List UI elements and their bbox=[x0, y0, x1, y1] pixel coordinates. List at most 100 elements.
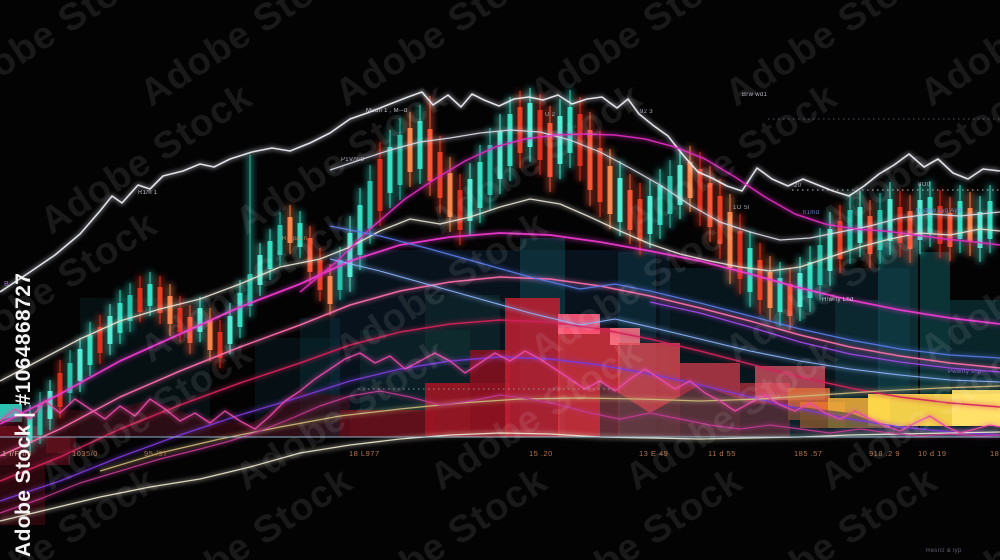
watermark-id-text: Adobe Stock | #1064868727 bbox=[12, 272, 35, 557]
candle-body bbox=[627, 190, 633, 230]
candle-body bbox=[237, 293, 243, 327]
candle-body bbox=[687, 162, 693, 198]
candle-body bbox=[57, 373, 63, 407]
candle-body bbox=[607, 166, 613, 214]
magenta-main bbox=[0, 232, 1000, 425]
candle-body bbox=[87, 335, 93, 365]
candle-body bbox=[227, 316, 233, 344]
candle-body bbox=[907, 211, 913, 249]
candle-body bbox=[287, 217, 293, 243]
candle-body bbox=[557, 116, 563, 164]
magenta-upper bbox=[299, 133, 1000, 293]
candle-body bbox=[377, 159, 383, 211]
pink-band bbox=[0, 276, 1000, 457]
candle-body bbox=[597, 148, 603, 202]
candle-body bbox=[257, 255, 263, 285]
candle-body bbox=[347, 233, 353, 277]
violet-band-right bbox=[649, 301, 1000, 373]
x-axis-label: 1035/0 bbox=[72, 449, 98, 458]
candle-body bbox=[447, 173, 453, 217]
tiny-annotation: P1V/9/9 bbox=[341, 157, 365, 163]
candle-body bbox=[857, 207, 863, 243]
x-axis-label: 15 .20 bbox=[529, 449, 553, 458]
x-axis-label: 18 bbox=[990, 449, 999, 458]
candle-body bbox=[167, 296, 173, 324]
cream-mid-line bbox=[0, 198, 1000, 382]
candle-body bbox=[177, 308, 183, 332]
indicator-band-layer bbox=[0, 91, 1000, 522]
candle-body bbox=[407, 128, 413, 172]
candle-body bbox=[127, 295, 133, 321]
candle-body bbox=[487, 145, 493, 195]
candle-body bbox=[207, 320, 213, 350]
candle-body bbox=[387, 147, 393, 193]
candle-body bbox=[467, 179, 473, 221]
candle-body bbox=[757, 260, 763, 300]
candle-body bbox=[457, 190, 463, 230]
candle-body bbox=[267, 241, 273, 269]
x-axis-label: 13 E 49 bbox=[639, 449, 668, 458]
x-axis-label: 10 d 19 bbox=[918, 449, 947, 458]
candle-body bbox=[417, 121, 423, 169]
tiny-annotation: R-gpa1n bbox=[282, 236, 307, 242]
candle-body bbox=[917, 200, 923, 240]
x-axis-label: 18 L977 bbox=[349, 449, 380, 458]
oscillator-magenta bbox=[0, 350, 1000, 434]
tiny-annotation: H!wrty Lhd bbox=[822, 297, 854, 303]
crimson-band bbox=[0, 319, 1000, 482]
labels-layer: 1 I/F/I/0 1035/0 95 /97 18 L977 15 .20 13 E 4… bbox=[2, 92, 999, 554]
x-axis-label: 918 .2 9 bbox=[869, 449, 900, 458]
candle-body bbox=[567, 107, 573, 153]
tiny-annotation: 1O SI bbox=[733, 205, 750, 211]
candle-body bbox=[217, 332, 223, 358]
tiny-annotation: 20 bbox=[794, 183, 802, 189]
blue-band bbox=[329, 225, 1000, 359]
candle-body bbox=[777, 278, 783, 312]
candle-body bbox=[587, 130, 593, 190]
candle-body bbox=[147, 284, 153, 306]
tiny-annotation: R1/fl 1 bbox=[138, 190, 158, 196]
candle-body bbox=[577, 114, 583, 166]
candle-body bbox=[497, 131, 503, 179]
candle-body bbox=[97, 327, 103, 353]
candle-body bbox=[507, 114, 513, 166]
candle-body bbox=[827, 229, 833, 271]
candle-body bbox=[197, 308, 203, 332]
candle-body bbox=[547, 123, 553, 177]
candle-body bbox=[787, 284, 793, 316]
candle-body bbox=[37, 405, 43, 435]
candle-body bbox=[987, 201, 993, 239]
candlestick-layer bbox=[27, 88, 993, 452]
tiny-annotation: 8O0 bbox=[918, 182, 931, 188]
candle-body bbox=[77, 349, 83, 381]
candle-body bbox=[117, 303, 123, 333]
tiny-annotation: Resrcl & lyp bbox=[926, 548, 962, 554]
heatmap-block bbox=[46, 437, 76, 453]
candle-body bbox=[157, 287, 163, 313]
upper-envelope-white bbox=[0, 91, 1000, 293]
candle-body bbox=[427, 129, 433, 181]
second-envelope-grey bbox=[329, 129, 1000, 241]
cream-low-line bbox=[0, 431, 1000, 522]
candle-body bbox=[537, 110, 543, 160]
heatmap-block bbox=[470, 350, 510, 437]
candle-body bbox=[107, 316, 113, 344]
candle-body bbox=[677, 165, 683, 205]
candle-body bbox=[307, 238, 313, 272]
candle-body bbox=[727, 212, 733, 268]
tiny-annotation: U 2 bbox=[545, 112, 556, 118]
candle-body bbox=[657, 185, 663, 225]
candle-body bbox=[367, 181, 373, 229]
x-axis-label: 1 I/F/I/0 bbox=[2, 449, 32, 458]
candle-body bbox=[947, 213, 953, 247]
candle-body bbox=[667, 176, 673, 214]
tiny-annotation: Brw wd1 bbox=[742, 92, 767, 98]
candle-body bbox=[707, 183, 713, 227]
tiny-annotation: B bbox=[4, 281, 9, 288]
candle-body bbox=[957, 201, 963, 239]
candle-body bbox=[637, 199, 643, 241]
candle-body bbox=[527, 103, 533, 147]
x-axis-label: 185 .57 bbox=[794, 449, 823, 458]
candle-body bbox=[477, 162, 483, 208]
